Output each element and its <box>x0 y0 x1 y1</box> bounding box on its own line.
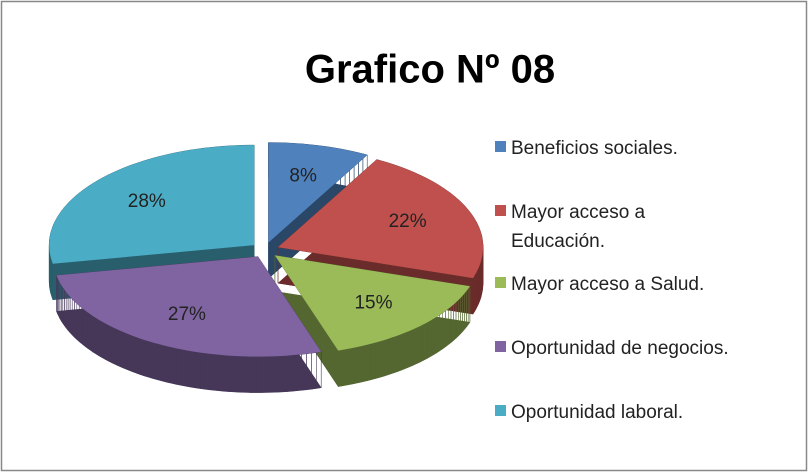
pie-slice <box>268 142 368 243</box>
pie-slice <box>274 255 470 351</box>
legend: Beneficios sociales. Mayor acceso a Educa… <box>495 134 800 462</box>
data-label: 8% <box>289 166 317 187</box>
legend-item: Oportunidad laboral. <box>495 398 800 462</box>
legend-swatch <box>495 341 506 352</box>
legend-label: Beneficios sociales. <box>511 138 678 159</box>
pie-slice-group: 28% <box>48 144 255 301</box>
legend-label: Oportunidad de negocios. <box>511 338 729 359</box>
pie-slice-group: 15% <box>274 254 471 388</box>
legend-item: Mayor acceso a Educación. <box>495 198 800 270</box>
data-label: 22% <box>389 211 427 232</box>
legend-item: Beneficios sociales. <box>495 134 800 198</box>
legend-swatch <box>495 141 506 152</box>
pie-slice-group: 27% <box>56 255 322 393</box>
pie-slice <box>49 145 255 264</box>
legend-swatch <box>495 205 506 216</box>
data-label: 15% <box>354 293 392 314</box>
legend-swatch <box>495 405 506 416</box>
legend-swatch <box>495 277 506 288</box>
data-label: 27% <box>168 304 206 325</box>
chart-title: Grafico Nº 08 <box>305 48 555 92</box>
pie-slice <box>56 256 322 357</box>
data-label: 28% <box>128 191 166 212</box>
legend-label: Mayor acceso a Educación. <box>511 202 646 252</box>
legend-label: Oportunidad laboral. <box>511 402 684 423</box>
legend-label: Mayor acceso a Salud. <box>511 274 705 295</box>
pie-slice <box>278 159 483 279</box>
legend-item: Mayor acceso a Salud. <box>495 270 800 334</box>
legend-item: Oportunidad de negocios. <box>495 334 800 398</box>
